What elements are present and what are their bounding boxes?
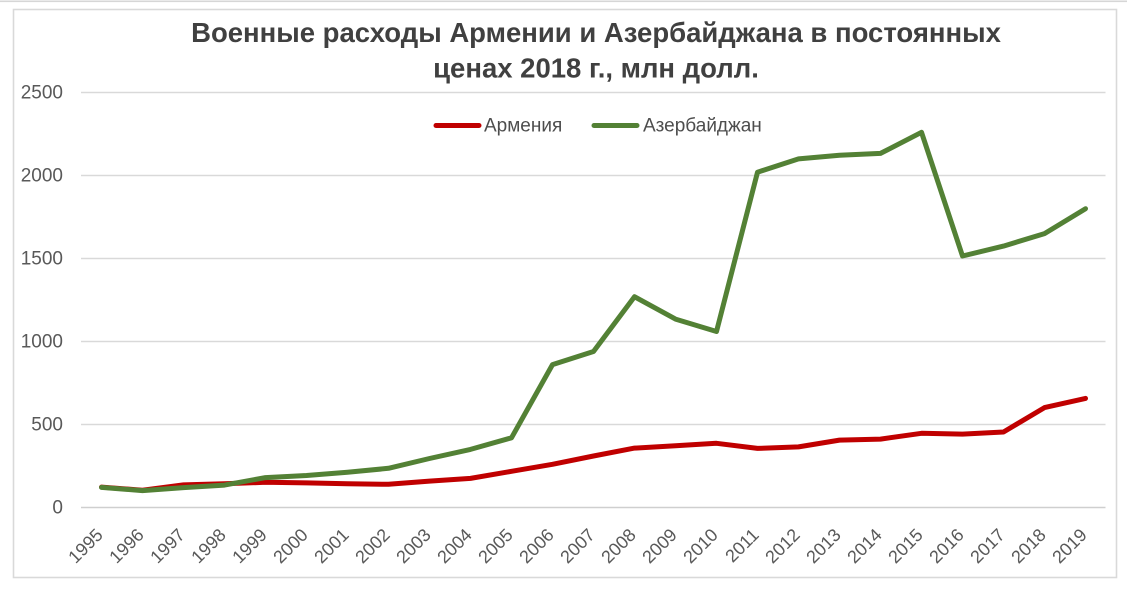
svg-text:1000: 1000 [21, 332, 63, 353]
svg-text:1500: 1500 [21, 249, 63, 270]
svg-text:0: 0 [52, 498, 63, 519]
svg-text:ценах 2018 г., млн долл.: ценах 2018 г., млн долл. [433, 53, 759, 84]
svg-text:Военные расходы Армении и Азер: Военные расходы Армении и Азербайджана в… [191, 17, 1002, 48]
svg-text:500: 500 [31, 415, 63, 436]
svg-text:2000: 2000 [21, 166, 63, 187]
svg-text:Армения: Армения [484, 116, 562, 137]
svg-text:Азербайджан: Азербайджан [643, 116, 762, 137]
svg-text:2500: 2500 [21, 83, 63, 104]
